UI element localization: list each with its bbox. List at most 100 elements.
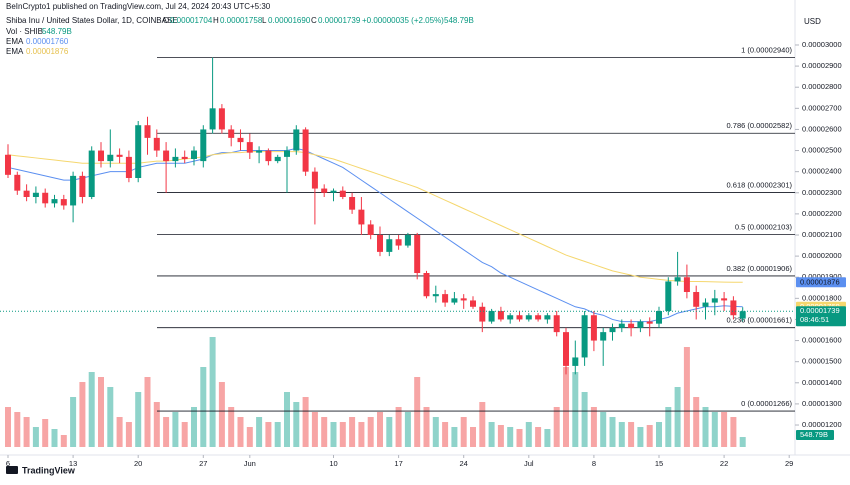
volume-bar [507, 427, 514, 447]
vol-value: 548.79B [42, 27, 72, 36]
y-tick-label: 0.00001200 [802, 420, 842, 429]
volume-bar [618, 422, 625, 447]
volume-bar [256, 417, 263, 447]
volume-bar [721, 412, 728, 447]
brand-logo [6, 466, 18, 474]
candle-body [479, 306, 486, 322]
volume-bar [358, 422, 365, 447]
volume-bar [479, 402, 486, 447]
ema-price-tag [796, 277, 846, 288]
y-tick-label: 0.00001800 [802, 293, 842, 302]
volume-bar [553, 407, 560, 447]
volume-bar [339, 422, 346, 447]
candle-body [293, 129, 300, 151]
candle-body [330, 190, 337, 193]
candle-body [311, 171, 318, 189]
candle-body [497, 311, 504, 320]
candle-body [256, 150, 263, 153]
candle-body [674, 277, 681, 282]
volume-bar [265, 422, 272, 447]
x-tick-label: 29 [785, 459, 793, 468]
candle-body [646, 321, 653, 324]
candle-body [618, 323, 625, 328]
publisher: BeInCrypto1 published on TradingView.com… [6, 2, 271, 11]
volume-bar [683, 347, 690, 447]
volume-tag [796, 430, 834, 440]
volume-bar [349, 417, 356, 447]
y-tick-label: 0.00001500 [802, 357, 842, 366]
candle-body [153, 137, 160, 151]
volume-bar [404, 412, 411, 447]
c-label: C [311, 16, 317, 25]
y-tick-label: 0.00001300 [802, 399, 842, 408]
fib-label: 0.236 (0.00001661) [727, 316, 793, 325]
o-label: O [163, 16, 169, 25]
volume-bar [367, 417, 374, 447]
volume-bar [563, 367, 569, 447]
countdown: 08:46:51 [800, 315, 829, 324]
volume-bar [432, 417, 439, 447]
volume-bar [32, 427, 39, 447]
volume-bar [60, 435, 67, 447]
volume-bar [395, 407, 402, 447]
l-label: L [262, 16, 267, 25]
candle-body [395, 239, 402, 246]
y-tick-label: 0.00002600 [802, 124, 842, 133]
candle-body [739, 311, 746, 319]
candle-body [79, 175, 86, 197]
candle-body [32, 192, 39, 197]
volume-bar [637, 427, 644, 447]
volume-bar [330, 422, 337, 447]
o-value: 0.00001704 [170, 16, 213, 25]
candle-body [600, 332, 607, 341]
volume-bar [88, 372, 95, 447]
volume-bar [311, 412, 318, 447]
y-tick-label: 0.00002300 [802, 188, 842, 197]
volume-bar [163, 417, 170, 447]
candle-body [628, 323, 635, 328]
c-value: 0.00001739 [318, 16, 361, 25]
candle-body [442, 294, 449, 303]
candle-body [423, 273, 430, 297]
x-tick-label: 20 [134, 459, 142, 468]
h-value: 0.00001758 [220, 16, 263, 25]
volume-bar [386, 417, 393, 447]
x-tick-label: 13 [69, 459, 77, 468]
x-tick-label: Jun [244, 459, 256, 468]
x-tick-label: 15 [655, 459, 663, 468]
candle-body [218, 108, 225, 130]
candle-body [544, 315, 551, 320]
candle-body [200, 129, 207, 162]
volume-bar [116, 417, 123, 447]
volume-bar [14, 412, 21, 447]
candle-body [246, 142, 253, 153]
fib-label: 1 (0.00002940) [741, 46, 792, 55]
volume-bar [218, 382, 225, 447]
candle-body [665, 281, 672, 312]
volume-bar [107, 387, 114, 447]
volume-bar [70, 397, 77, 447]
candle-body [228, 129, 235, 138]
volume-bar [125, 422, 132, 447]
candle-body [88, 150, 95, 197]
candle-body [163, 150, 170, 162]
candle-body [144, 125, 151, 138]
ema-price-tag-label: 0.00001876 [800, 277, 840, 286]
y-tick-label: 0.00002500 [802, 146, 842, 155]
volume-bar [470, 427, 476, 447]
candle-body [191, 150, 197, 159]
candle-body [730, 300, 737, 316]
x-tick-label: 8 [592, 459, 596, 468]
x-tick-label: 27 [199, 459, 207, 468]
currency: USD [804, 17, 821, 26]
y-tick-label: 0.00002700 [802, 103, 842, 112]
fib-label: 0.382 (0.00001906) [727, 264, 793, 273]
candle-body [535, 315, 542, 320]
candle-body [209, 108, 216, 130]
ema2-label: EMA [6, 47, 24, 56]
symbol: Shiba Inu / United States Dollar, 1D, CO… [6, 16, 178, 25]
volume-bar [516, 429, 523, 447]
brand: TradingView [6, 465, 76, 475]
volume-bar [488, 422, 495, 447]
